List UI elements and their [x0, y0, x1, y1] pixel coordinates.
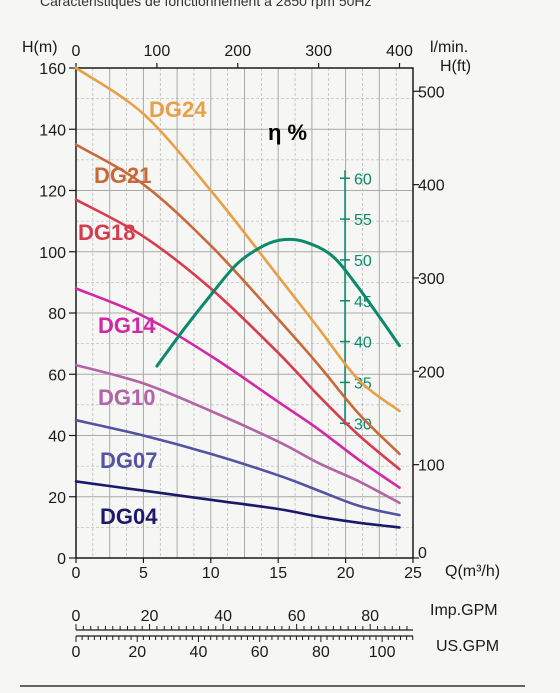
curve-dg18 — [74, 198, 401, 471]
efficiency-tick-label: 60 — [354, 171, 372, 188]
series-label-dg24: DG24 — [149, 97, 207, 122]
y-left-tick-label: 40 — [48, 429, 66, 446]
imp-gpm-tick-label: 60 — [288, 608, 306, 625]
x-top-tick-label: 100 — [144, 43, 171, 60]
gpm-scales: 0 20 40 60 80 0 20 40 60 80 100 — [72, 608, 414, 661]
series-label-dg10: DG10 — [98, 385, 155, 410]
efficiency-tick-label: 50 — [354, 253, 372, 270]
imp-gpm-tick-label: 40 — [214, 608, 232, 625]
us-gpm-tick-label: 40 — [190, 644, 208, 661]
us-gpm-tick-label: 100 — [369, 644, 396, 661]
curve-efficiency — [155, 237, 401, 368]
y-right-tick-label: 200 — [418, 364, 445, 381]
y-left-ticks: 0 20 40 60 80 100 120 140 160 — [39, 61, 76, 568]
y-left-unit: H(m) — [22, 39, 58, 56]
series-label-dg07: DG07 — [100, 448, 157, 473]
curve-dg24 — [74, 66, 401, 413]
x-bottom-tick-label: 15 — [269, 565, 287, 582]
x-bottom-tick-label: 0 — [72, 565, 81, 582]
y-right-tick-label: 0 — [418, 545, 427, 562]
y-left-tick-label: 60 — [48, 367, 66, 384]
y-left-tick-label: 20 — [48, 490, 66, 507]
y-right-tick-label: 100 — [418, 458, 445, 475]
series-labels: DG24 DG21 DG18 DG14 DG10 DG07 DG04 — [78, 97, 207, 529]
y-right-unit: H(ft) — [440, 58, 471, 75]
imp-gpm-tick-label: 80 — [361, 608, 379, 625]
y-left-tick-label: 160 — [39, 61, 66, 78]
x-top-ticks: 0 100 200 300 400 — [72, 43, 413, 68]
y-left-tick-label: 0 — [57, 551, 66, 568]
curve-dg14 — [74, 287, 401, 489]
series-label-dg14: DG14 — [98, 313, 156, 338]
y-left-tick-label: 80 — [48, 306, 66, 323]
us-gpm-unit: US.GPM — [436, 638, 499, 655]
us-gpm-tick-label: 0 — [72, 644, 81, 661]
x-bottom-tick-label: 10 — [202, 565, 220, 582]
curve-dg04 — [74, 480, 401, 529]
series-label-dg21: DG21 — [94, 163, 151, 188]
x-top-unit: l/min. — [430, 39, 468, 56]
efficiency-label: η % — [268, 120, 307, 145]
y-right-tick-label: 300 — [418, 271, 445, 288]
y-right-ticks: 0 100 200 300 400 500 — [413, 84, 445, 562]
chart-header: Caractéristiques de fonctionnement à 285… — [40, 0, 372, 9]
efficiency-tick-label: 40 — [354, 335, 372, 352]
efficiency-tick-label: 55 — [354, 212, 372, 229]
x-bottom-tick-label: 5 — [139, 565, 148, 582]
x-top-tick-label: 200 — [224, 43, 251, 60]
efficiency-tick-label: 30 — [354, 416, 372, 433]
x-bottom-tick-label: 25 — [404, 565, 422, 582]
us-gpm-tick-label: 20 — [128, 644, 146, 661]
curve-dg10 — [74, 363, 401, 505]
imp-gpm-tick-label: 0 — [72, 608, 81, 625]
y-left-tick-label: 100 — [39, 245, 66, 262]
us-gpm-tick-label: 80 — [312, 644, 330, 661]
x-bottom-ticks: 0 5 10 15 20 25 — [72, 558, 422, 582]
x-bottom-tick-label: 20 — [337, 565, 355, 582]
pump-curves — [74, 66, 401, 529]
curve-dg21 — [74, 143, 401, 456]
y-left-tick-label: 140 — [39, 122, 66, 139]
us-gpm-tick-label: 60 — [251, 644, 269, 661]
y-right-tick-label: 500 — [418, 84, 445, 101]
curve-dg07 — [74, 418, 401, 517]
imp-gpm-tick-label: 20 — [141, 608, 159, 625]
x-top-tick-label: 0 — [72, 43, 81, 60]
series-label-dg18: DG18 — [78, 220, 135, 245]
series-label-dg04: DG04 — [100, 504, 158, 529]
y-left-tick-label: 120 — [39, 184, 66, 201]
x-top-tick-label: 400 — [386, 43, 413, 60]
imp-gpm-unit: Imp.GPM — [430, 602, 498, 619]
x-bottom-unit: Q(m³/h) — [445, 563, 500, 580]
x-top-tick-label: 300 — [305, 43, 332, 60]
y-right-tick-label: 400 — [418, 178, 445, 195]
